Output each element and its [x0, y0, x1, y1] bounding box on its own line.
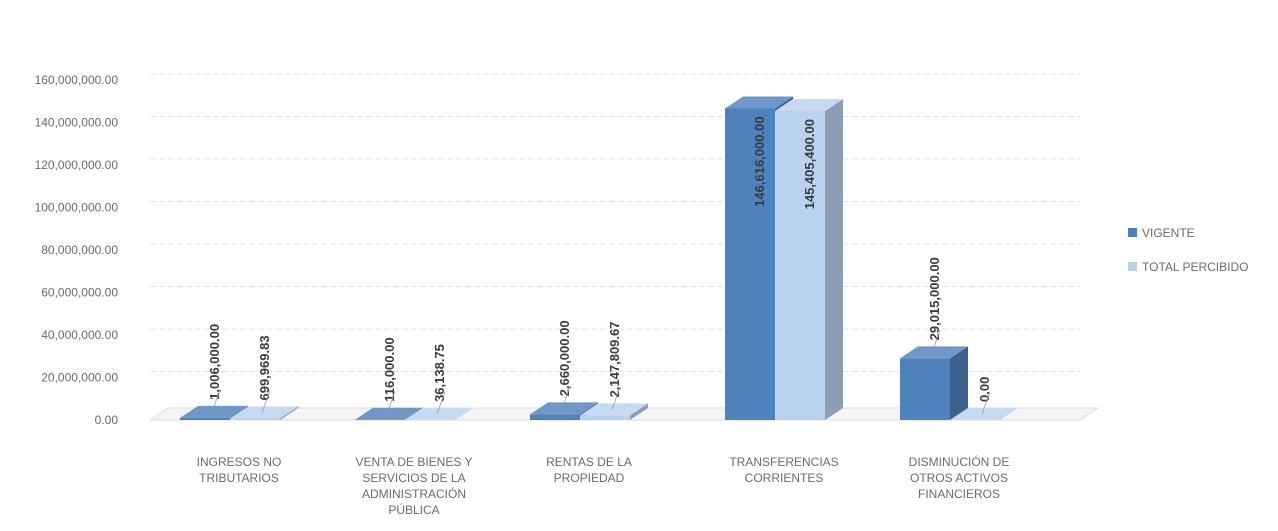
category-label: OTROS ACTIVOS — [910, 471, 1008, 485]
category-label: FINANCIEROS — [918, 487, 1000, 501]
bar-front — [580, 415, 630, 420]
category-label: TRIBUTARIOS — [199, 471, 279, 485]
legend-label: VIGENTE — [1142, 226, 1195, 240]
leader-line — [211, 389, 221, 412]
data-label: 145,405,400.00 — [802, 119, 817, 209]
legend-swatch — [1128, 262, 1137, 271]
y-tick-label: 120,000,000.00 — [35, 158, 119, 172]
data-label: 699,969.83 — [257, 335, 272, 400]
legend-swatch — [1128, 228, 1137, 237]
bar-top — [530, 402, 598, 415]
category-label: PROPIEDAD — [554, 471, 625, 485]
leader-line — [386, 391, 396, 414]
legend-label: TOTAL PERCIBIDO — [1142, 260, 1248, 274]
bar — [405, 407, 473, 420]
bar — [900, 346, 968, 420]
category-label: CORRIENTES — [745, 471, 824, 485]
bar-front — [775, 111, 825, 421]
category-label: INGRESOS NO — [197, 455, 282, 469]
category-label: RENTAS DE LA — [546, 455, 632, 469]
bar — [230, 406, 298, 420]
y-tick-label: 100,000,000.00 — [35, 201, 119, 215]
category-label: VENTA DE BIENES Y — [356, 455, 473, 469]
data-label: 116,000.00 — [382, 337, 397, 401]
bar — [950, 408, 1018, 420]
bar-side — [280, 406, 298, 420]
data-label: 2,147,809.67 — [607, 322, 622, 398]
bar-top — [230, 406, 298, 419]
data-label: 1,006,000.00 — [207, 324, 222, 400]
bar-front — [180, 417, 230, 420]
bar-side — [630, 403, 648, 420]
bar — [775, 99, 843, 421]
bar-top — [950, 408, 1018, 420]
bar-top — [580, 403, 648, 416]
leader-line — [931, 330, 941, 353]
leader-line — [981, 391, 991, 415]
bar — [580, 403, 648, 420]
category-label: PÚBLICA — [388, 502, 439, 517]
data-label: 146,616,000.00 — [752, 116, 767, 206]
bar-top — [355, 407, 423, 420]
category-label: SERVICIOS DE LA — [362, 471, 465, 485]
leader-line — [611, 387, 621, 410]
leader-line — [561, 386, 571, 409]
y-tick-label: 60,000,000.00 — [41, 286, 118, 300]
bar-front — [900, 358, 950, 420]
y-tick-label: 140,000,000.00 — [35, 116, 119, 130]
bar-front — [725, 108, 775, 420]
bar-top — [725, 96, 793, 109]
category-label: ADMINISTRACIÓN — [362, 486, 466, 501]
bar-front — [530, 414, 580, 420]
category-label: TRANSFERENCIAS — [729, 455, 838, 469]
bar-top — [405, 407, 473, 420]
y-tick-label: 40,000,000.00 — [41, 328, 118, 342]
leader-line — [261, 390, 271, 413]
category-label: DISMINUCIÓN DE — [909, 454, 1010, 469]
bar-front — [230, 418, 280, 420]
data-label: 29,015,000.00 — [927, 257, 942, 340]
data-label: 2,660,000.00 — [557, 320, 572, 396]
leader-line — [436, 391, 446, 415]
bar-side — [455, 407, 473, 420]
y-tick-label: 160,000,000.00 — [35, 73, 119, 87]
y-tick-label: 80,000,000.00 — [41, 243, 118, 257]
bar-top — [775, 99, 843, 112]
y-tick-label: 0.00 — [95, 413, 119, 427]
bar-top — [180, 405, 248, 418]
bar-side — [825, 99, 843, 421]
data-label: 36,138.75 — [432, 344, 447, 402]
bar-top — [900, 346, 968, 359]
bar-side — [950, 346, 968, 420]
data-label: 0.00 — [977, 377, 992, 402]
y-tick-label: 20,000,000.00 — [41, 371, 118, 385]
